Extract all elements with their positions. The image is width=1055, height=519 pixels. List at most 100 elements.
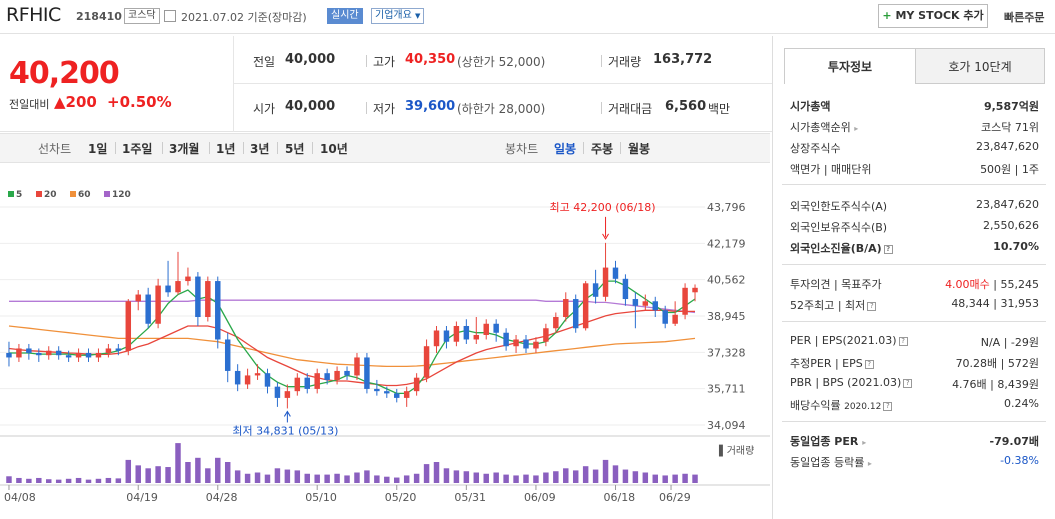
candle-body: [294, 377, 301, 392]
candle-body: [46, 350, 52, 356]
volume-value: 163,772: [653, 52, 713, 67]
candle-body: [523, 339, 529, 349]
opinion-target-value: 4.00매수 | 55,245: [945, 276, 1039, 292]
fast-order-button[interactable]: 빠른주문: [1004, 11, 1045, 24]
prev-close-label: 전일: [253, 55, 276, 69]
tab-line-chart[interactable]: 선차트: [38, 142, 72, 156]
volume-bar: [433, 462, 440, 483]
tab-monthly[interactable]: 월봉: [628, 142, 651, 156]
volume-bar: [145, 468, 151, 483]
volume-bar: [592, 469, 599, 483]
foreign-ratio-value: 10.70%: [993, 240, 1039, 253]
candle-body: [403, 391, 410, 398]
candle-body: [493, 323, 499, 333]
x-tick-label: 04/19: [126, 491, 158, 504]
help-icon[interactable]: ?: [903, 378, 913, 388]
moving-average-ma60: [8, 325, 696, 368]
volume-bar: [125, 459, 132, 483]
help-icon[interactable]: ?: [898, 336, 908, 346]
help-icon[interactable]: ?: [864, 359, 874, 369]
tab-invest-info[interactable]: 투자정보: [784, 48, 916, 84]
candle-body: [642, 301, 649, 306]
tab-10year[interactable]: 10년: [320, 142, 348, 156]
divider: [209, 142, 210, 154]
dividend-value: 0.24%: [1004, 397, 1039, 410]
volume-bar: [244, 473, 251, 483]
divider: [782, 321, 1046, 322]
tab-1day[interactable]: 1일: [88, 142, 108, 156]
volume-bar: [215, 457, 221, 483]
pbr-bps-label: PBR | BPS (2021.03)?: [790, 376, 913, 389]
change-value: ▲200: [54, 93, 97, 111]
tab-3month[interactable]: 3개월: [169, 142, 200, 156]
volume-bar: [473, 472, 480, 483]
market-cap-rank-label[interactable]: 시가총액순위 ▸: [790, 119, 858, 135]
tab-weekly[interactable]: 주봉: [591, 142, 614, 156]
candle-body: [453, 325, 460, 342]
help-icon[interactable]: ?: [883, 401, 893, 411]
candle-body: [145, 294, 151, 324]
tab-candle-chart[interactable]: 봉차트: [505, 142, 539, 156]
chevron-right-icon: ▸: [854, 124, 859, 133]
legend-ma120: 120: [104, 190, 131, 200]
tab-hoga-10[interactable]: 호가 10단계: [915, 48, 1045, 84]
volume-bar: [463, 471, 470, 483]
volume-bar: [324, 474, 330, 483]
volume-bar: [95, 478, 102, 483]
volume-bar: [6, 476, 12, 483]
high-value: 40,350: [405, 52, 456, 67]
candle-body: [264, 373, 271, 387]
volume-bar: [543, 472, 549, 483]
header-bar: [0, 0, 1055, 34]
candle-body: [692, 287, 698, 293]
candle-body: [533, 341, 539, 349]
amount-unit: 백만: [708, 102, 731, 116]
chevron-right-icon: ▸: [867, 459, 872, 468]
x-tick-label: 05/31: [454, 491, 486, 504]
volume-bar: [65, 478, 72, 483]
tab-1year[interactable]: 1년: [216, 142, 236, 156]
candle-body: [384, 391, 390, 394]
current-price: 40,200: [9, 56, 120, 91]
realtime-button[interactable]: 실시간: [327, 8, 363, 24]
volume-bar: [612, 465, 619, 483]
help-icon[interactable]: ?: [883, 244, 893, 254]
divider: [312, 142, 313, 154]
sector-change-value: -0.38%: [1000, 454, 1039, 467]
company-overview-dropdown[interactable]: 기업개요 ▼: [371, 8, 425, 24]
stock-name: RFHIC: [6, 4, 61, 26]
divider: [782, 184, 1046, 185]
volume-bar: [85, 479, 92, 483]
candle-body: [632, 299, 639, 306]
upper-limit: (상한가 52,000): [457, 55, 546, 69]
volume-bar: [274, 468, 281, 483]
add-mystock-label: MY STOCK 추가: [895, 9, 984, 22]
low-arrow-head: [283, 410, 291, 417]
volume-bar: [55, 479, 62, 483]
tab-3year[interactable]: 3년: [250, 142, 270, 156]
candle-body: [55, 350, 62, 356]
prev-close-value: 40,000: [285, 52, 336, 67]
sector-change-label[interactable]: 동일업종 등락률 ▸: [790, 454, 872, 470]
volume-bar: [662, 475, 668, 483]
market-cap-rank-value: 코스닥 71위: [981, 121, 1039, 134]
par-value-value: 500원 | 1주: [980, 163, 1039, 176]
sector-per-label[interactable]: 동일업종 PER ▸: [790, 433, 866, 449]
tab-5year[interactable]: 5년: [285, 142, 305, 156]
high-annotation: 최고 42,200 (06/18): [550, 201, 656, 214]
volume-bar: [582, 466, 589, 483]
volume-bar: [513, 475, 519, 483]
per-eps-label: PER | EPS(2021.03)?: [790, 334, 908, 347]
stock-chart[interactable]: 43,796 42,179 40,562 38,945 37,328 35,711 34,0…: [0, 183, 770, 519]
tab-daily[interactable]: 일봉: [554, 142, 577, 156]
add-mystock-button[interactable]: + MY STOCK 추가: [878, 4, 988, 28]
volume-bar: [175, 443, 181, 483]
candle-body: [75, 352, 82, 358]
candle-body: [65, 355, 72, 358]
volume-bar: [294, 470, 301, 483]
volume-bar: [523, 474, 529, 483]
tab-1week[interactable]: 1주일: [122, 142, 153, 156]
help-icon[interactable]: ?: [867, 301, 877, 311]
lower-limit: (하한가 28,000): [457, 102, 546, 116]
volume-bar: [572, 470, 579, 483]
